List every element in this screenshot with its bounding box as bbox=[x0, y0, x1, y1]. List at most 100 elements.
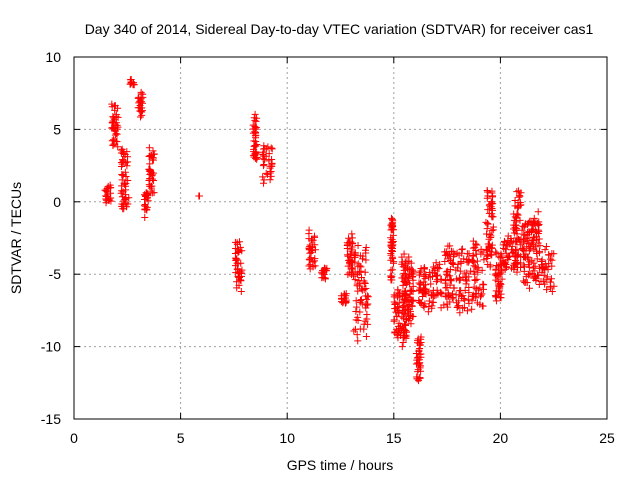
data-point bbox=[145, 144, 153, 152]
data-point bbox=[483, 225, 491, 233]
data-point bbox=[433, 271, 441, 279]
data-point bbox=[515, 192, 523, 200]
data-point bbox=[237, 268, 245, 276]
data-point bbox=[546, 255, 554, 263]
data-points bbox=[101, 76, 558, 385]
data-point bbox=[354, 337, 362, 345]
data-point bbox=[350, 272, 358, 280]
x-tick-label: 25 bbox=[599, 430, 615, 446]
data-point bbox=[429, 263, 437, 271]
data-point bbox=[353, 280, 361, 288]
data-point bbox=[470, 262, 478, 270]
data-point bbox=[458, 246, 466, 254]
point-cluster bbox=[390, 286, 405, 342]
data-point bbox=[545, 251, 553, 259]
x-tick-label: 5 bbox=[177, 430, 185, 446]
data-point bbox=[351, 325, 359, 333]
data-point bbox=[398, 343, 406, 351]
data-point bbox=[473, 257, 481, 265]
data-point bbox=[476, 293, 484, 301]
data-point bbox=[522, 234, 530, 242]
data-point bbox=[264, 143, 272, 151]
data-point bbox=[107, 197, 115, 205]
data-point bbox=[117, 146, 125, 154]
data-point bbox=[512, 221, 520, 229]
data-point bbox=[528, 269, 536, 277]
data-point bbox=[352, 297, 360, 305]
data-point bbox=[306, 265, 314, 273]
data-point bbox=[486, 231, 494, 239]
data-point bbox=[543, 286, 551, 294]
data-point bbox=[420, 278, 428, 286]
data-point bbox=[237, 259, 245, 267]
data-point bbox=[426, 268, 434, 276]
data-point bbox=[456, 309, 464, 317]
data-point bbox=[514, 211, 522, 219]
data-point bbox=[238, 247, 246, 255]
data-point bbox=[305, 255, 313, 263]
data-point bbox=[483, 230, 491, 238]
data-point bbox=[444, 252, 452, 260]
point-cluster bbox=[140, 189, 152, 221]
data-point bbox=[136, 96, 144, 104]
data-point bbox=[403, 274, 411, 282]
data-point bbox=[505, 240, 513, 248]
data-point bbox=[472, 240, 480, 248]
point-cluster bbox=[452, 245, 473, 317]
data-point bbox=[468, 297, 476, 305]
data-point bbox=[363, 301, 371, 309]
data-point bbox=[499, 258, 507, 266]
data-point bbox=[459, 304, 467, 312]
data-point bbox=[403, 264, 411, 272]
data-point bbox=[492, 248, 500, 256]
data-point bbox=[353, 303, 361, 311]
data-point bbox=[104, 182, 112, 190]
data-point bbox=[266, 176, 274, 184]
data-point bbox=[389, 239, 397, 247]
data-point bbox=[259, 162, 267, 170]
chart-title: Day 340 of 2014, Sidereal Day-to-day VTE… bbox=[85, 21, 594, 37]
data-point bbox=[425, 288, 433, 296]
y-axis-label: SDTVAR / TECUs bbox=[8, 182, 24, 294]
x-tick-label: 15 bbox=[386, 430, 402, 446]
data-point bbox=[415, 287, 423, 295]
data-point bbox=[521, 220, 529, 228]
data-point bbox=[252, 123, 260, 131]
data-point bbox=[441, 258, 449, 266]
data-point bbox=[502, 260, 510, 268]
data-point bbox=[105, 195, 113, 203]
data-point bbox=[141, 213, 149, 221]
data-point bbox=[236, 276, 244, 284]
data-point bbox=[437, 289, 445, 297]
data-point bbox=[461, 286, 469, 294]
x-axis-label: GPS time / hours bbox=[287, 457, 394, 473]
data-point bbox=[525, 271, 533, 279]
data-point bbox=[232, 255, 240, 263]
data-point bbox=[496, 294, 504, 302]
data-point bbox=[442, 292, 450, 300]
point-cluster bbox=[231, 238, 246, 295]
data-point bbox=[350, 252, 358, 260]
point-cluster bbox=[249, 110, 261, 163]
data-point bbox=[520, 246, 528, 254]
data-point bbox=[395, 299, 403, 307]
data-point bbox=[456, 267, 464, 275]
data-point bbox=[454, 260, 462, 268]
data-point bbox=[387, 266, 395, 274]
data-point bbox=[513, 246, 521, 254]
data-point bbox=[250, 153, 258, 161]
data-point bbox=[265, 157, 273, 165]
data-point bbox=[252, 125, 260, 133]
data-point bbox=[431, 292, 439, 300]
data-point bbox=[501, 245, 509, 253]
data-point bbox=[388, 272, 396, 280]
data-point bbox=[513, 260, 521, 268]
data-point bbox=[538, 269, 546, 277]
data-point bbox=[389, 237, 397, 245]
point-cluster bbox=[117, 145, 133, 213]
data-point bbox=[461, 269, 469, 277]
data-point bbox=[114, 123, 122, 131]
axis-ticks: 0 5 10 15 20 25 10 5 0 -5 -10 -15 bbox=[41, 49, 615, 446]
y-tick-label: -15 bbox=[41, 411, 61, 427]
point-cluster bbox=[412, 333, 425, 385]
